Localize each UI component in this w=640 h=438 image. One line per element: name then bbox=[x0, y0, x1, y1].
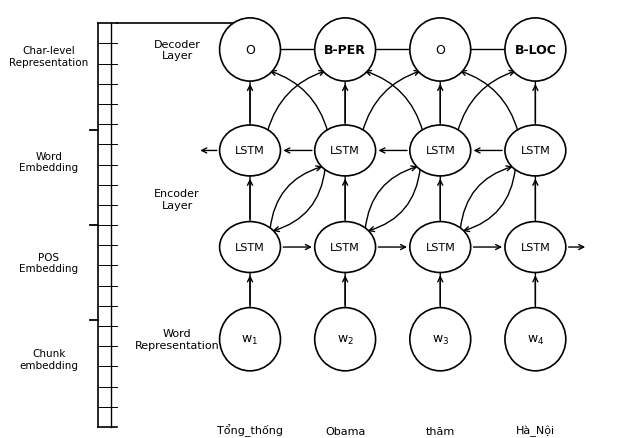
Text: O: O bbox=[245, 44, 255, 57]
Text: Chunk
embedding: Chunk embedding bbox=[19, 348, 79, 370]
Text: Obama: Obama bbox=[325, 426, 365, 436]
Text: LSTM: LSTM bbox=[330, 146, 360, 156]
Text: LSTM: LSTM bbox=[520, 243, 550, 252]
Text: LSTM: LSTM bbox=[330, 243, 360, 252]
Ellipse shape bbox=[410, 222, 470, 273]
Text: Word
Representation: Word Representation bbox=[135, 328, 220, 350]
Ellipse shape bbox=[220, 126, 280, 177]
Text: Hà_Nội: Hà_Nội bbox=[516, 424, 555, 436]
Ellipse shape bbox=[410, 19, 470, 82]
Text: w$_4$: w$_4$ bbox=[527, 333, 544, 346]
Ellipse shape bbox=[315, 308, 376, 371]
Text: Word
Embedding: Word Embedding bbox=[19, 151, 79, 173]
Text: Char-level
Representation: Char-level Representation bbox=[10, 46, 89, 68]
Text: Decoder
Layer: Decoder Layer bbox=[154, 39, 200, 61]
Text: LSTM: LSTM bbox=[520, 146, 550, 156]
Text: B-PER: B-PER bbox=[324, 44, 366, 57]
Text: thăm: thăm bbox=[426, 426, 455, 436]
Ellipse shape bbox=[410, 126, 470, 177]
Ellipse shape bbox=[505, 222, 566, 273]
Ellipse shape bbox=[505, 19, 566, 82]
Text: LSTM: LSTM bbox=[426, 243, 455, 252]
Text: Tổng_thống: Tổng_thống bbox=[217, 423, 283, 436]
Text: LSTM: LSTM bbox=[235, 146, 265, 156]
Ellipse shape bbox=[220, 222, 280, 273]
Text: LSTM: LSTM bbox=[235, 243, 265, 252]
Text: B-LOC: B-LOC bbox=[515, 44, 556, 57]
Ellipse shape bbox=[315, 126, 376, 177]
Text: w$_3$: w$_3$ bbox=[431, 333, 449, 346]
Ellipse shape bbox=[505, 126, 566, 177]
Text: w$_1$: w$_1$ bbox=[241, 333, 259, 346]
Text: POS
Embedding: POS Embedding bbox=[19, 252, 79, 274]
Ellipse shape bbox=[315, 222, 376, 273]
Ellipse shape bbox=[410, 308, 470, 371]
Text: w$_2$: w$_2$ bbox=[337, 333, 354, 346]
Text: Encoder
Layer: Encoder Layer bbox=[154, 188, 200, 210]
Ellipse shape bbox=[220, 308, 280, 371]
Ellipse shape bbox=[505, 308, 566, 371]
Ellipse shape bbox=[220, 19, 280, 82]
Ellipse shape bbox=[315, 19, 376, 82]
Text: LSTM: LSTM bbox=[426, 146, 455, 156]
Text: O: O bbox=[435, 44, 445, 57]
